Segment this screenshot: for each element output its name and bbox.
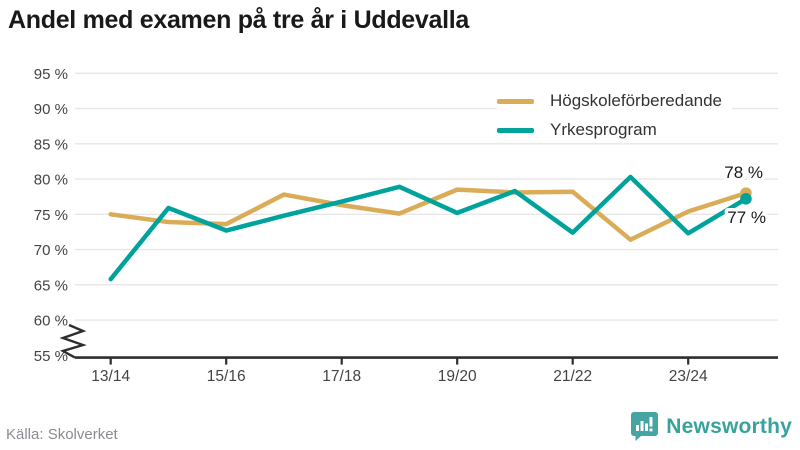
chart-title: Andel med examen på tre år i Uddevalla bbox=[8, 6, 470, 34]
svg-text:70 %: 70 % bbox=[34, 242, 68, 259]
brand-wordmark: Newsworthy bbox=[666, 414, 792, 438]
legend: Högskoleförberedande Yrkesprogram bbox=[497, 88, 733, 143]
legend-swatch-icon bbox=[497, 127, 534, 133]
legend-swatch-icon bbox=[497, 98, 534, 104]
svg-text:19/20: 19/20 bbox=[438, 368, 477, 385]
svg-text:15/16: 15/16 bbox=[207, 368, 246, 385]
svg-text:78 %: 78 % bbox=[724, 163, 763, 182]
svg-text:65 %: 65 % bbox=[34, 277, 68, 294]
source-caption: Källa: Skolverket bbox=[6, 426, 118, 443]
svg-text:77 %: 77 % bbox=[727, 208, 766, 227]
legend-item-yrkesprogram: Yrkesprogram bbox=[497, 117, 733, 143]
svg-text:75 %: 75 % bbox=[34, 207, 68, 224]
svg-text:13/14: 13/14 bbox=[91, 368, 130, 385]
legend-label: Yrkesprogram bbox=[550, 120, 657, 139]
svg-text:21/22: 21/22 bbox=[553, 368, 592, 385]
svg-text:23/24: 23/24 bbox=[669, 368, 708, 385]
svg-text:95 %: 95 % bbox=[34, 66, 68, 83]
newsworthy-logo-icon bbox=[631, 412, 659, 441]
svg-text:85 %: 85 % bbox=[34, 136, 68, 153]
svg-text:55 %: 55 % bbox=[34, 348, 68, 365]
newsworthy-brand[interactable]: Newsworthy bbox=[630, 411, 792, 442]
svg-text:17/18: 17/18 bbox=[322, 368, 361, 385]
legend-item-hogskoleforberedande: Högskoleförberedande bbox=[497, 88, 733, 114]
svg-text:80 %: 80 % bbox=[34, 172, 68, 189]
legend-label: Högskoleförberedande bbox=[550, 91, 723, 110]
svg-text:60 %: 60 % bbox=[34, 313, 68, 330]
svg-text:90 %: 90 % bbox=[34, 101, 68, 118]
